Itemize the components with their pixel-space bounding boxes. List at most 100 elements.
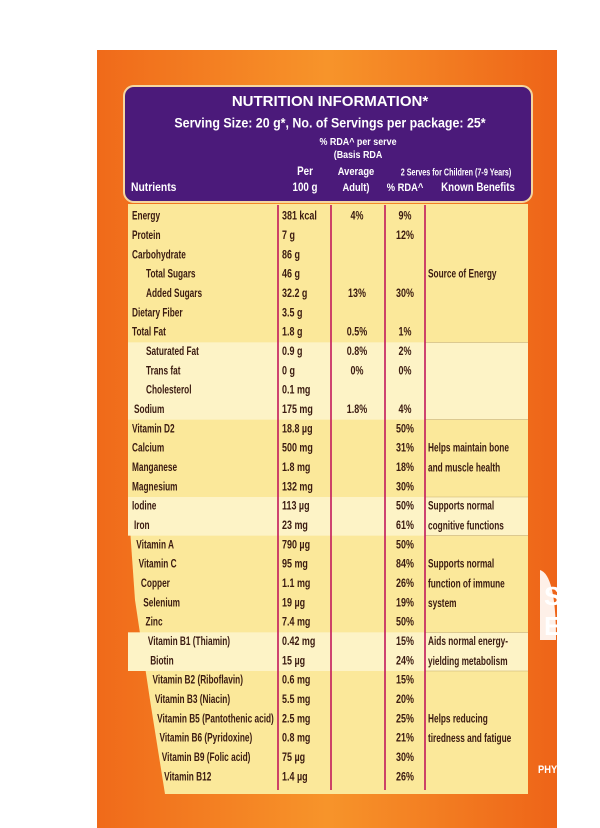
rda-child-value: 21% — [396, 733, 414, 745]
rda-child-value: 15% — [396, 675, 414, 687]
nutrient-name: Energy — [132, 211, 160, 224]
row-band — [128, 342, 528, 420]
rda-adult-heading: Adult) — [343, 182, 370, 194]
nutrient-name: Zinc — [146, 617, 163, 630]
nutrient-name: Cholesterol — [146, 385, 192, 398]
title: NUTRITION INFORMATION* — [232, 93, 429, 110]
rda-child-value: 2% — [399, 346, 412, 358]
per-100g-value: 500 mg — [282, 443, 313, 455]
per-100g-value: 175 mg — [282, 404, 313, 416]
nutrient-name: Selenium — [143, 597, 180, 610]
per-100g-value: 381 kcal — [282, 211, 317, 223]
known-benefit: tiredness and fatigue — [428, 733, 512, 746]
per-100g-value: 3.5 g — [282, 307, 302, 319]
rda-child-value: 24% — [396, 655, 414, 667]
nutrient-name: Vitamin B12 — [164, 771, 212, 784]
per-100g-value: 5.5 mg — [282, 694, 310, 706]
nutrient-name: Biotin — [150, 655, 173, 668]
rda-child-heading: % RDA^ — [387, 182, 424, 194]
per-100g-value: 46 g — [282, 269, 300, 281]
rda-child-value: 30% — [396, 481, 414, 493]
per-100g-value: 1.1 mg — [282, 578, 310, 590]
rda-adult-heading: (Basis RDA — [334, 149, 383, 161]
rda-child-value: 50% — [396, 501, 414, 513]
known-benefit: system — [428, 598, 457, 611]
rda-child-value: 31% — [396, 443, 414, 455]
rda-child-value: 50% — [396, 423, 414, 435]
rda-child-value: 19% — [396, 597, 414, 609]
per-100g-heading: 100 g — [293, 181, 318, 194]
per-100g-value: 2.5 mg — [282, 713, 310, 725]
per-100g-value: 0 g — [282, 365, 295, 377]
rda-adult-value: 1.8% — [347, 404, 367, 416]
nutrient-name: Magnesium — [132, 481, 178, 494]
nutrient-name: Manganese — [132, 462, 177, 475]
nutrient-name: Vitamin B3 (Niacin) — [155, 694, 230, 707]
rda-child-value: 84% — [396, 559, 414, 571]
rda-child-value: 26% — [396, 578, 414, 590]
per-100g-value: 75 µg — [282, 752, 305, 764]
per-100g-value: 113 µg — [282, 501, 310, 513]
rda-child-value: 30% — [396, 752, 414, 764]
side-text: PHYS — [538, 764, 564, 776]
per-100g-value: 790 µg — [282, 539, 310, 551]
rda-child-heading: 2 Serves for Children (7-9 Years) — [401, 166, 512, 177]
nutrient-name: Vitamin B5 (Pantothenic acid) — [157, 713, 274, 726]
rda-child-value: 20% — [396, 694, 414, 706]
rda-adult-heading: % RDA^ per serve — [319, 136, 397, 148]
nutrient-name: Carbohydrate — [132, 249, 186, 262]
rda-child-value: 15% — [396, 636, 414, 648]
per-100g-value: 18.8 µg — [282, 423, 313, 435]
per-100g-value: 0.6 mg — [282, 675, 310, 687]
nutrient-name: Saturated Fat — [146, 346, 199, 359]
known-benefit: Aids normal energy- — [428, 636, 508, 649]
per-100g-value: 132 mg — [282, 481, 313, 493]
per-100g-value: 19 µg — [282, 597, 305, 609]
nutrient-name: Vitamin B1 (Thiamin) — [148, 636, 230, 649]
rda-adult-value: 0% — [351, 365, 364, 377]
rda-child-value: 26% — [396, 771, 414, 783]
side-shape — [540, 570, 556, 640]
nutrient-name: Protein — [132, 230, 161, 243]
rda-child-value: 9% — [399, 211, 412, 223]
header-panel — [123, 85, 533, 203]
nutrient-name: Added Sugars — [146, 288, 202, 301]
nutrient-name: Iron — [134, 520, 150, 533]
per-100g-value: 7.4 mg — [282, 617, 310, 629]
per-100g-value: 0.1 mg — [282, 385, 310, 397]
known-benefit: Supports normal — [428, 559, 494, 572]
nutrient-name: Vitamin C — [139, 559, 177, 572]
nutrient-name: Trans fat — [146, 365, 181, 378]
per-100g-value: 7 g — [282, 230, 295, 242]
rda-adult-value: 0.5% — [347, 327, 367, 339]
rda-adult-value: 0.8% — [347, 346, 367, 358]
nutrient-name: Vitamin B2 (Riboflavin) — [153, 675, 243, 688]
serving-size: Serving Size: 20 g*, No. of Servings per… — [174, 115, 486, 131]
per-100g-value: 95 mg — [282, 559, 308, 571]
rda-child-value: 50% — [396, 617, 414, 629]
rda-child-value: 25% — [396, 713, 414, 725]
known-benefit: and muscle health — [428, 462, 500, 475]
per-100g-value: 86 g — [282, 249, 300, 261]
per-100g-value: 0.9 g — [282, 346, 302, 358]
nutrient-name: Total Fat — [132, 327, 166, 340]
rda-adult-value: 13% — [348, 288, 366, 300]
benefits-heading: Known Benefits — [441, 181, 515, 194]
per-100g-value: 32.2 g — [282, 288, 307, 300]
known-benefit: Helps maintain bone — [428, 443, 509, 456]
nutrient-name: Total Sugars — [146, 269, 196, 282]
rda-child-value: 0% — [399, 365, 412, 377]
rda-child-value: 4% — [399, 404, 412, 416]
rda-child-value: 12% — [396, 230, 414, 242]
rda-adult-value: 4% — [351, 211, 364, 223]
rda-child-value: 50% — [396, 539, 414, 551]
nutrients-heading: Nutrients — [131, 182, 176, 195]
rda-child-value: 30% — [396, 288, 414, 300]
nutrient-name: Vitamin D2 — [132, 423, 175, 436]
known-benefit: yielding metabolism — [428, 656, 508, 669]
per-100g-value: 1.4 µg — [282, 771, 308, 783]
per-100g-value: 0.8 mg — [282, 733, 310, 745]
rda-child-value: 18% — [396, 462, 414, 474]
row-band — [128, 632, 528, 671]
rda-child-value: 61% — [396, 520, 414, 532]
